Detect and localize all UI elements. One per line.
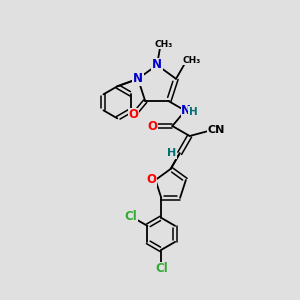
Text: O: O	[129, 109, 139, 122]
Text: N: N	[181, 104, 191, 117]
Text: Cl: Cl	[124, 210, 137, 223]
Text: O: O	[147, 119, 158, 133]
Text: H: H	[167, 148, 176, 158]
Text: N: N	[152, 58, 162, 71]
Text: CH₃: CH₃	[182, 56, 201, 65]
Text: CH₃: CH₃	[154, 40, 172, 49]
Text: H: H	[189, 107, 198, 117]
Text: Cl: Cl	[155, 262, 168, 275]
Text: O: O	[146, 173, 157, 187]
Text: N: N	[133, 72, 143, 85]
Text: CN: CN	[207, 125, 225, 135]
